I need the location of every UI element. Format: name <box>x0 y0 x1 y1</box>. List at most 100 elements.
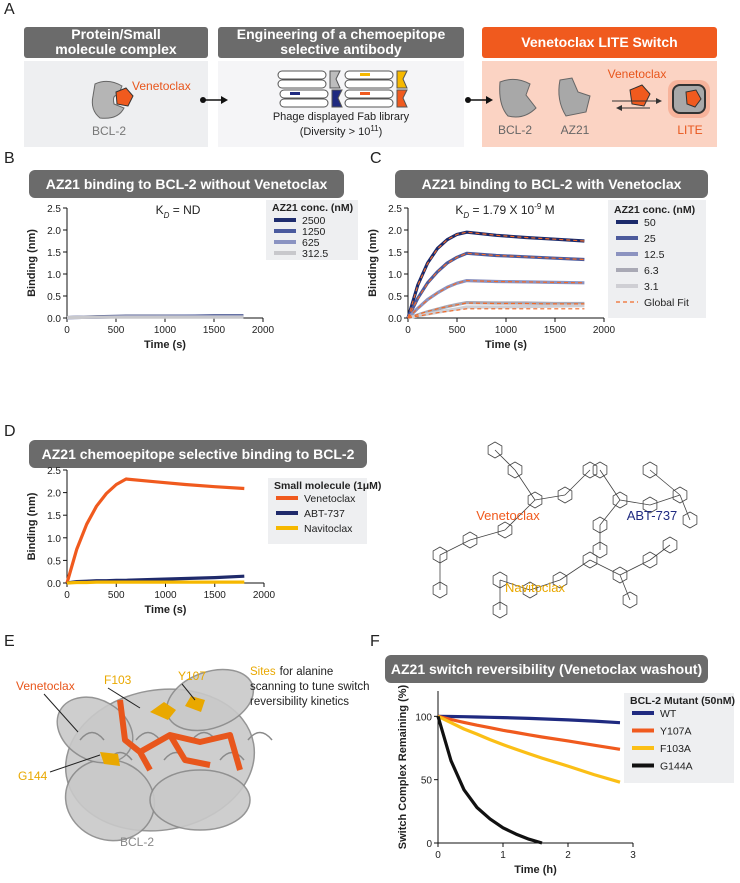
bond <box>619 574 631 601</box>
venetoclax-shape <box>115 87 134 107</box>
y-axis-label: Binding (nm) <box>26 492 38 560</box>
panel-label: B <box>4 150 15 167</box>
note-key: Sites <box>250 666 276 678</box>
fab-bar <box>277 70 327 80</box>
ring <box>432 581 448 599</box>
pointer <box>43 693 79 733</box>
y-tick-label: 2.0 <box>47 226 61 237</box>
ring <box>662 536 678 554</box>
fit-line <box>407 252 585 319</box>
x-tick-label: 2000 <box>252 325 275 336</box>
bond <box>599 499 621 526</box>
ring <box>582 461 598 479</box>
x-tick-label: 0 <box>64 325 70 336</box>
ligand <box>117 699 243 772</box>
fab-bar <box>277 79 327 89</box>
protein-label: Venetoclax <box>16 679 75 693</box>
title-pill <box>395 170 708 198</box>
y-tick-label: 2.5 <box>47 204 61 215</box>
annotation-part: K <box>455 203 463 217</box>
bond <box>469 529 506 541</box>
bond <box>564 469 591 496</box>
header-text: Venetoclax LITE Switch <box>521 34 677 50</box>
y-tick-label: 0.0 <box>388 314 402 325</box>
ring <box>582 551 598 569</box>
ring <box>612 566 628 584</box>
y-tick-label: 2.0 <box>388 226 402 237</box>
legend-label: F103A <box>660 743 691 755</box>
x-axis-label: Time (s) <box>145 604 187 616</box>
y-tick-label: 1.5 <box>47 248 61 259</box>
title-pill <box>29 440 367 468</box>
label: BCL-2 <box>92 124 126 138</box>
protein-label: G144 <box>18 769 48 783</box>
x-tick-label: 1500 <box>203 325 226 336</box>
x-tick-label: 500 <box>108 590 125 601</box>
ring <box>622 591 638 609</box>
x-tick-label: 1000 <box>495 325 518 336</box>
legend-label: G144A <box>660 761 693 773</box>
label: Venetoclax <box>608 67 667 81</box>
ring <box>552 571 568 589</box>
y-axis-label: Binding (nm) <box>26 229 38 297</box>
x-tick-label: 2 <box>565 850 571 861</box>
bcl2-shape <box>499 78 537 118</box>
series-line <box>66 315 244 320</box>
cdr <box>360 92 370 95</box>
helix-stripe <box>247 731 273 741</box>
protein-label: BCL-2 <box>120 835 154 849</box>
x-tick-label: 0 <box>405 325 411 336</box>
az21-shape <box>558 77 591 117</box>
x-tick-label: 1000 <box>154 590 177 601</box>
bond <box>649 469 681 496</box>
protein-helix <box>56 696 134 764</box>
protein-label: F103 <box>104 673 132 687</box>
legend-label: 2500 <box>302 215 326 227</box>
bond <box>559 559 591 581</box>
legend-box <box>624 693 734 783</box>
y-tick-label: 2.5 <box>388 204 402 215</box>
x-tick-label: 2000 <box>593 325 616 336</box>
fab-tip <box>396 89 408 108</box>
bond <box>619 559 651 576</box>
fit-line <box>407 279 585 319</box>
series-line <box>66 580 245 585</box>
fab-bar <box>279 98 329 108</box>
legend-label: 12.5 <box>644 249 665 261</box>
series-line <box>437 714 621 784</box>
x-tick-label: 500 <box>449 325 466 336</box>
panel-label: F <box>370 633 380 650</box>
cdr <box>290 92 300 95</box>
legend-label: 1250 <box>302 226 326 238</box>
ring <box>592 541 608 559</box>
y-tick-label: 0.0 <box>47 579 61 590</box>
eq-head <box>656 98 662 104</box>
y-axis-label: Binding (nm) <box>367 229 379 297</box>
legend-label: Global Fit <box>644 297 689 309</box>
ring <box>592 461 608 479</box>
caption-sup: 11 <box>370 124 379 133</box>
fab-tip <box>331 89 343 108</box>
x-tick-label: 1 <box>500 850 506 861</box>
panel-label: A <box>4 1 15 18</box>
annotation-part: = ND <box>169 203 200 217</box>
caption: (Diversity > 1011) <box>300 124 383 138</box>
ring <box>462 531 478 549</box>
annotation-part: -9 <box>534 202 542 211</box>
fab-bar <box>279 89 329 99</box>
x-tick-label: 3 <box>630 850 636 861</box>
y-tick-label: 0.0 <box>47 314 61 325</box>
x-tick-label: 0 <box>435 850 441 861</box>
ring <box>507 461 523 479</box>
x-tick-label: 500 <box>108 325 125 336</box>
caption-line: Phage displayed Fab library <box>273 111 410 123</box>
bond <box>514 469 536 501</box>
series-line <box>437 714 621 751</box>
protein-helix <box>64 758 156 842</box>
series-line <box>437 714 621 725</box>
bond <box>589 559 621 576</box>
y-tick-label: 0 <box>426 839 432 850</box>
y-tick-label: 2.0 <box>47 489 61 500</box>
fit-line <box>407 231 585 319</box>
